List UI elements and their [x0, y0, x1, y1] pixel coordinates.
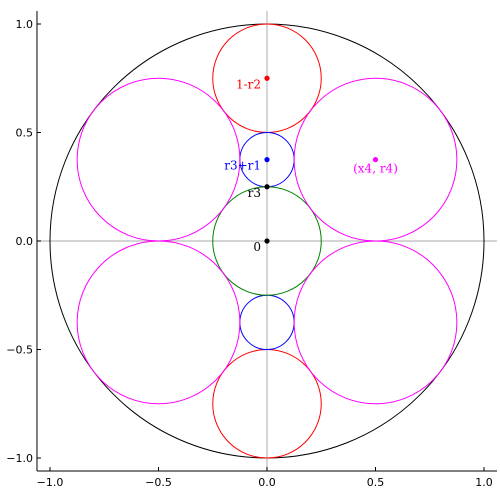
x-tick-label: 0.0: [258, 476, 276, 489]
point: [372, 157, 379, 163]
x-tick-label: −1.0: [37, 476, 64, 489]
x-tick-label: 1.0: [475, 476, 493, 489]
point: [264, 75, 270, 81]
y-tick-label: −0.5: [6, 344, 33, 357]
annotation: 0: [253, 240, 261, 254]
x-tick-label: −0.5: [145, 476, 172, 489]
circle: [76, 77, 241, 242]
point: [264, 238, 270, 244]
point: [264, 184, 270, 190]
annotation: 1-r2: [236, 77, 261, 91]
annotation: r3+r1: [224, 159, 261, 173]
annotation: (x4, r4): [353, 162, 398, 176]
annotation: r3: [248, 186, 261, 200]
y-tick-label: 0.0: [15, 235, 33, 248]
y-tick-label: −1.0: [6, 452, 33, 465]
x-tick-label: 0.5: [367, 476, 385, 489]
circle: [76, 240, 241, 405]
point: [264, 157, 270, 163]
y-tick-label: 1.0: [15, 18, 33, 31]
circle: [293, 240, 458, 405]
y-tick-label: 0.5: [15, 127, 33, 140]
